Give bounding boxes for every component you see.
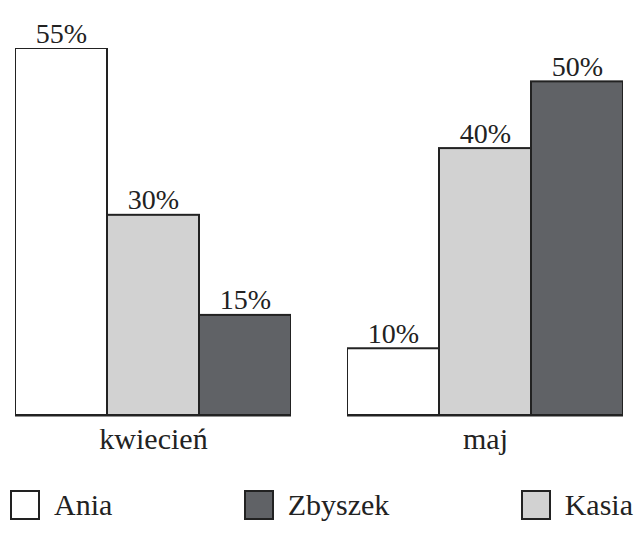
html-text:Ania: Ania [54,488,113,521]
svg-text:40%: 40% [460,118,511,149]
svg-text:55%: 55% [36,18,87,49]
svg-text:maj: maj [463,422,508,455]
html-text:Kasia: Kasia [564,488,633,521]
svg-text:50%: 50% [552,51,603,82]
svg-text:kwiecień: kwiecień [99,422,207,455]
html-text:Zbyszek: Zbyszek [287,488,390,521]
svg-text:10%: 10% [368,318,419,349]
svg-text:30%: 30% [128,184,179,215]
svg-text:15%: 15% [220,284,271,315]
